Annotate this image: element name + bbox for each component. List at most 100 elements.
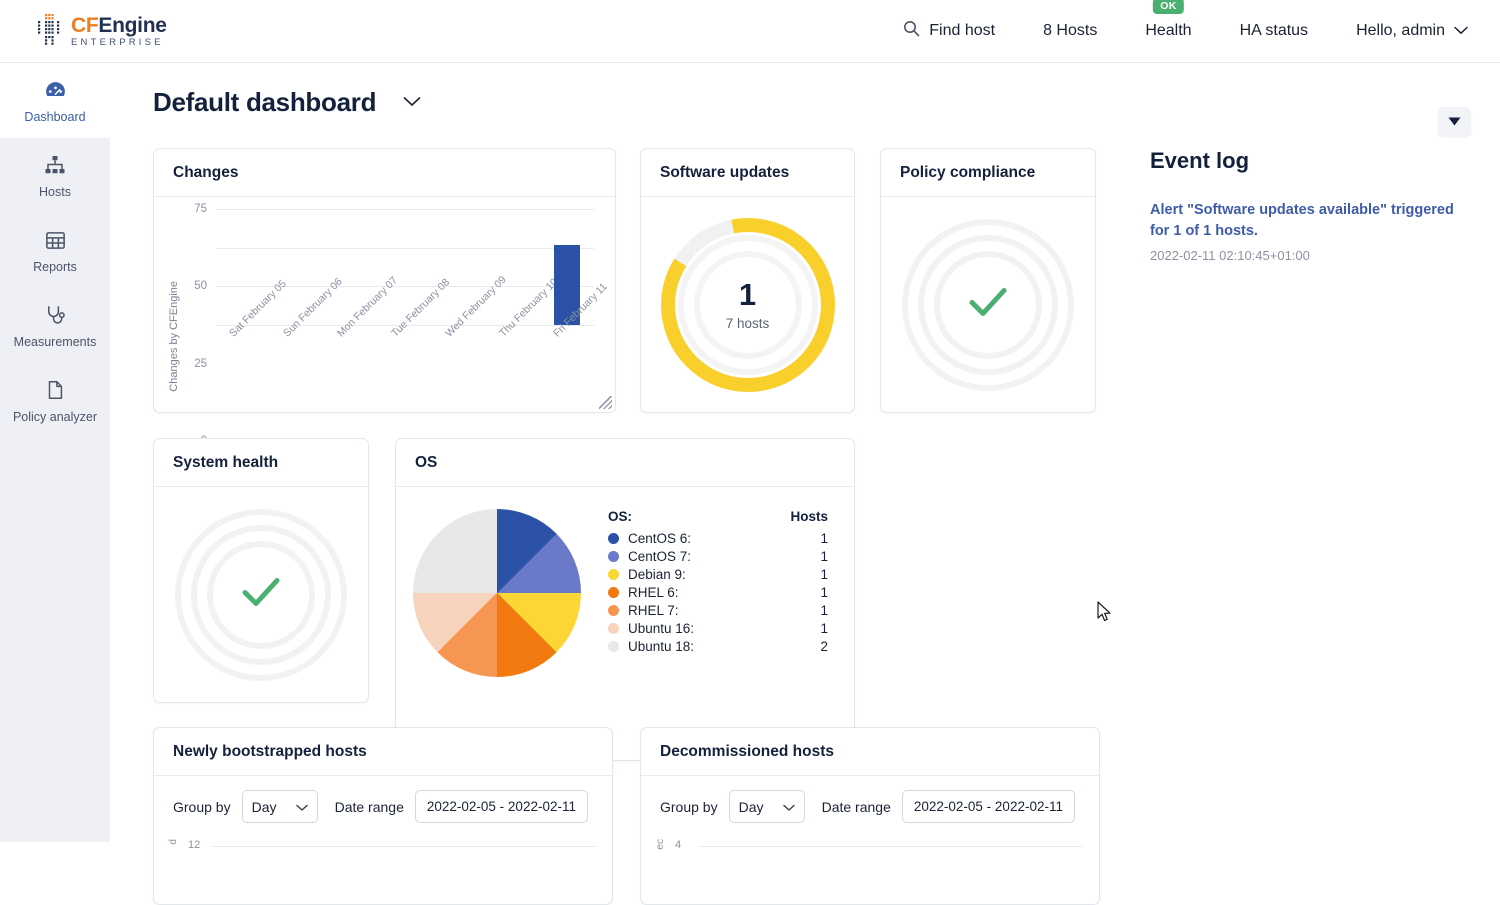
- ha-status-link[interactable]: HA status: [1240, 22, 1308, 40]
- event-log-entry-timestamp: 2022-02-11 02:10:45+01:00: [1150, 248, 1310, 264]
- ring-inner: [207, 541, 315, 649]
- card-header: Policy compliance: [881, 149, 1095, 197]
- card-policy-compliance: Policy compliance: [880, 148, 1096, 413]
- legend-swatch: [608, 533, 619, 544]
- legend-swatch: [608, 605, 619, 616]
- card-title: Newly bootstrapped hosts: [173, 742, 367, 760]
- legend-label: RHEL 7:: [628, 603, 679, 618]
- donut-center-labels: 1 7 hosts: [688, 279, 808, 331]
- y-axis-tick: 75: [194, 203, 207, 215]
- card-header: System health: [154, 439, 368, 487]
- search-icon: [903, 20, 920, 42]
- sidebar-item-measurements[interactable]: Measurements: [0, 288, 110, 363]
- green-check-icon: [968, 287, 1008, 324]
- y-axis-tick: 25: [194, 357, 207, 370]
- dashboard-options-button[interactable]: [1438, 107, 1471, 136]
- legend-row[interactable]: RHEL 6: 1: [608, 585, 828, 600]
- os-pie-chart: OS: Hosts CentOS 6: 1 CentOS 7: 1 Debian 9: 1…: [396, 487, 854, 677]
- card-title: Changes: [173, 163, 239, 181]
- legend-row[interactable]: Ubuntu 18: 2: [608, 639, 828, 654]
- sidebar: Dashboard Hosts Reports: [0, 63, 110, 842]
- date-range-value: 2022-02-05 - 2022-02-11: [913, 799, 1063, 814]
- ring-outer: [175, 509, 347, 681]
- card-software-updates: Software updates 1 7 hosts: [640, 148, 855, 413]
- legend-value: 1: [820, 567, 828, 582]
- ha-status-label: HA status: [1239, 22, 1309, 39]
- legend-value: 1: [820, 621, 828, 636]
- controls-row: Group by Day Date range 2022-02-05 - 202…: [641, 776, 1099, 823]
- legend-label: Ubuntu 18:: [628, 639, 695, 654]
- legend-row[interactable]: RHEL 7: 1: [608, 603, 828, 618]
- legend-label: RHEL 6:: [628, 585, 679, 600]
- stethoscope-icon: [4, 302, 106, 328]
- legend-row[interactable]: Debian 9: 1: [608, 567, 828, 582]
- brand-name-engine: Engine: [98, 13, 167, 37]
- sidebar-item-hosts[interactable]: Hosts: [0, 138, 110, 213]
- dashboard-selector-chevron-down-icon[interactable]: [403, 94, 421, 112]
- brand-subtitle: ENTERPRISE: [71, 36, 164, 48]
- hosts-count-link[interactable]: 8 Hosts: [1043, 22, 1097, 40]
- legend-swatch: [608, 623, 619, 634]
- group-by-value: Day: [738, 798, 764, 815]
- changes-chart: Changes by CFEngine 0255075Sat February …: [154, 197, 615, 447]
- date-range-label: Date range: [334, 798, 404, 815]
- status-badge: OK: [1153, 0, 1184, 14]
- legend-row[interactable]: CentOS 6: 1: [608, 531, 828, 546]
- brand-logo[interactable]: CFEngine ENTERPRISE: [36, 14, 167, 48]
- card-header: Software updates: [641, 149, 854, 197]
- card-header: Decommissioned hosts: [641, 728, 1099, 776]
- card-header: Newly bootstrapped hosts: [154, 728, 612, 776]
- mini-gridline: [699, 846, 1083, 847]
- legend-swatch: [608, 569, 619, 580]
- gridline: 25: [194, 286, 594, 370]
- ring-outer: [902, 219, 1074, 391]
- group-by-select[interactable]: Day: [728, 790, 805, 823]
- hierarchy-icon: [4, 152, 106, 178]
- event-log-entry-link[interactable]: Alert "Software updates available" trigg…: [1150, 202, 1454, 240]
- mini-y-tick: 12: [188, 839, 201, 851]
- ring-middle: [918, 235, 1058, 375]
- group-by-select[interactable]: Day: [241, 790, 318, 823]
- card-newly-bootstrapped-hosts: Newly bootstrapped hosts Group by Day Da…: [153, 727, 613, 905]
- concentric-rings: [175, 509, 347, 681]
- gauge-icon: [4, 77, 106, 103]
- software-updates-hosts: 7 hosts: [725, 316, 770, 331]
- chevron-down-icon: [1454, 22, 1468, 40]
- find-host-link[interactable]: Find host: [903, 20, 995, 42]
- date-range-input[interactable]: 2022-02-05 - 2022-02-11: [901, 790, 1075, 823]
- user-menu[interactable]: Hello, admin: [1356, 22, 1468, 40]
- legend-value: 1: [820, 531, 828, 546]
- ring-inner: [934, 251, 1042, 359]
- decommissioned-chart: ec 4: [641, 837, 1099, 863]
- card-title: OS: [415, 453, 438, 471]
- ring-middle: [191, 525, 331, 665]
- date-range-input[interactable]: 2022-02-05 - 2022-02-11: [414, 790, 588, 823]
- sidebar-item-label: Hosts: [39, 185, 71, 199]
- legend-value: 1: [820, 549, 828, 564]
- event-log-title: Event log: [1150, 148, 1250, 173]
- card-header: Changes: [154, 149, 615, 197]
- gridline: 50: [194, 247, 594, 292]
- legend-row[interactable]: Ubuntu 16: 1: [608, 621, 828, 636]
- sidebar-item-reports[interactable]: Reports: [0, 213, 110, 288]
- sidebar-item-label: Reports: [33, 260, 77, 274]
- mini-gridline: [212, 846, 596, 847]
- mouse-cursor: [1097, 601, 1113, 628]
- page-header: Default dashboard: [110, 63, 1500, 118]
- top-bar: CFEngine ENTERPRISE Find host 8 Hosts OK…: [0, 0, 1500, 63]
- triangle-down-icon: [1448, 113, 1461, 131]
- legend-value: 1: [820, 585, 828, 600]
- group-by-value: Day: [251, 798, 277, 815]
- date-range-value: 2022-02-05 - 2022-02-11: [426, 799, 576, 814]
- cfengine-grid-logo-icon: [36, 14, 62, 48]
- bar[interactable]: [554, 244, 580, 325]
- donut-inner-ring-inner: [693, 251, 802, 359]
- sidebar-item-policy-analyzer[interactable]: Policy analyzer: [0, 363, 110, 438]
- health-link[interactable]: OK Health: [1145, 0, 1192, 40]
- legend-row[interactable]: CentOS 7: 1: [608, 549, 828, 564]
- card-header: OS: [396, 439, 854, 487]
- resize-handle[interactable]: [599, 396, 612, 409]
- sidebar-item-dashboard[interactable]: Dashboard: [0, 63, 110, 138]
- software-updates-count: 1: [738, 277, 757, 312]
- chevron-down-icon: [295, 799, 308, 815]
